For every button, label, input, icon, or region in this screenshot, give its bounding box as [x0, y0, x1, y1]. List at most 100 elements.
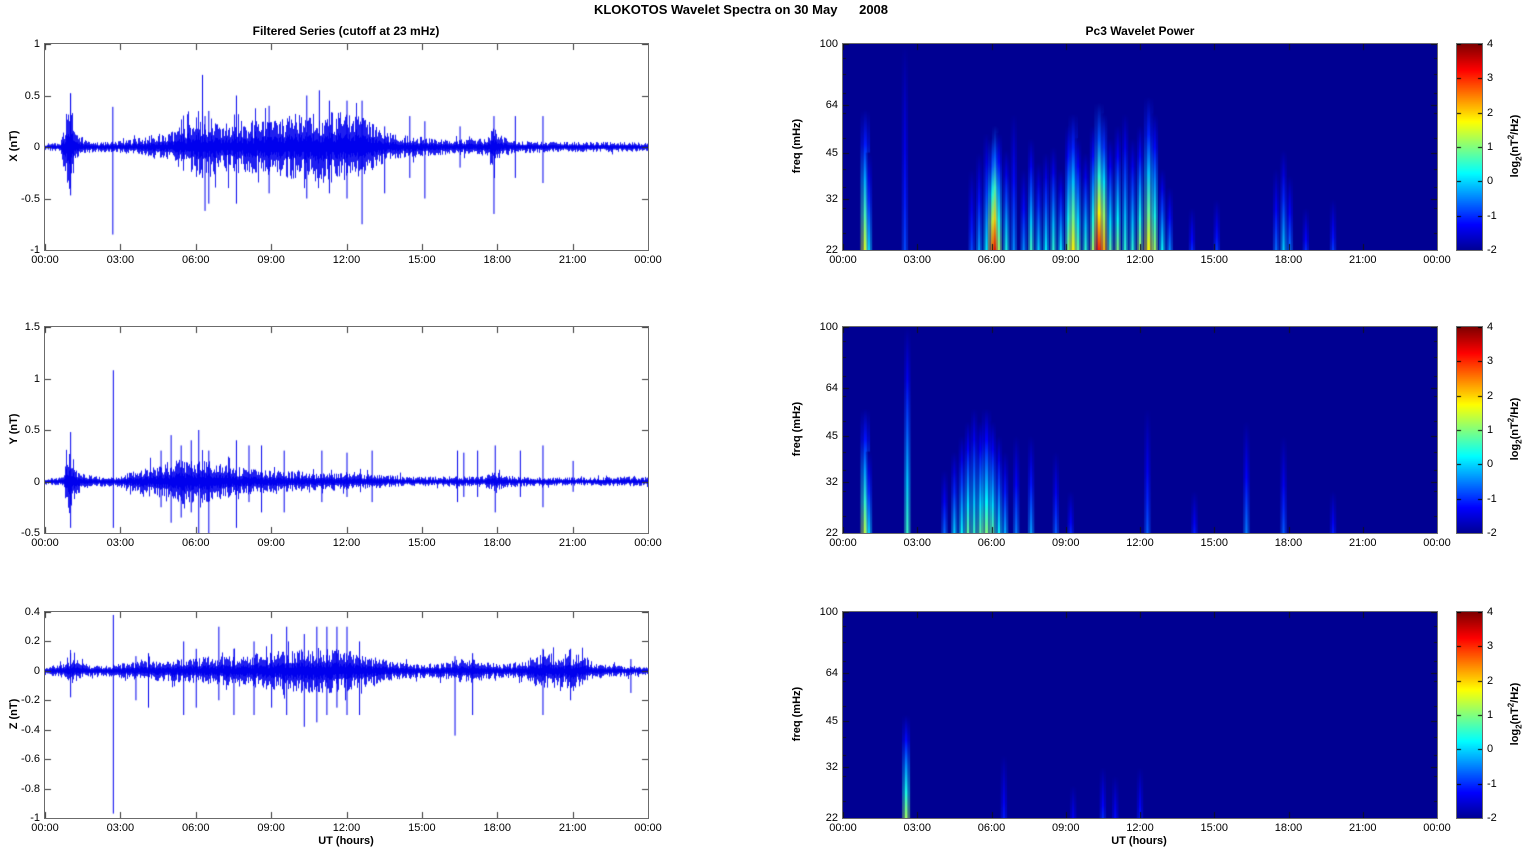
- colorbar-canvas-x: [1457, 44, 1482, 250]
- timeseries-canvas-x: [45, 44, 648, 250]
- x-tick-label: 09:00: [257, 822, 285, 834]
- colorbar-tick-label: -1: [1487, 209, 1497, 222]
- x-tick-label: 18:00: [483, 822, 512, 834]
- freq-tick-label: 64: [825, 381, 838, 394]
- colorbar-x: [1456, 43, 1483, 251]
- freq-tick-label: 100: [819, 38, 838, 50]
- spectrogram-panel-x: [842, 43, 1438, 251]
- timeseries-panel-z: [44, 611, 649, 819]
- timeseries-canvas-z: [45, 612, 648, 818]
- y-tick-label: -0.5: [21, 527, 40, 539]
- x-tick-label: 09:00: [1051, 254, 1080, 266]
- x-tick-label: 03:00: [903, 254, 932, 266]
- freq-tick-label: 100: [819, 321, 838, 333]
- colorbar-tick-label: 2: [1487, 106, 1494, 119]
- x-tick-label: 06:00: [977, 822, 1006, 834]
- x-tick-label: 06:00: [181, 822, 210, 834]
- freq-tick-label: 100: [819, 606, 838, 618]
- x-tick-label: 09:00: [257, 537, 285, 549]
- colorbar-tick-label: 1: [1487, 424, 1494, 436]
- y-tick-label: -0.6: [21, 753, 40, 766]
- x-tick-label: 09:00: [257, 254, 285, 266]
- colorbar-canvas-z: [1457, 612, 1482, 818]
- x-tick-label: 00:00: [1423, 254, 1451, 266]
- freq-tick-label: 22: [825, 244, 838, 256]
- y-tick-label: -0.5: [21, 192, 40, 205]
- freq-tick-label: 32: [825, 761, 838, 774]
- x-tick-label: 21:00: [1348, 537, 1377, 549]
- colorbar-tick-label: 3: [1487, 640, 1494, 653]
- colorbar-tick-label: 4: [1487, 38, 1494, 50]
- y-tick-label: 0.5: [24, 89, 40, 102]
- spectrogram-canvas-z: [843, 612, 1437, 818]
- freq-axis-label-1: freq (mHz): [791, 118, 803, 174]
- colorbar-tick-label: 1: [1487, 141, 1494, 153]
- colorbar-z: [1456, 611, 1483, 819]
- x-tick-label: 00:00: [31, 254, 59, 266]
- y-tick-label: 0: [33, 664, 40, 677]
- x-tick-label: 06:00: [181, 254, 210, 266]
- y-tick-label: -1: [30, 812, 40, 824]
- colorbar-tick-label: 3: [1487, 355, 1494, 368]
- x-tick-label: 03:00: [903, 537, 932, 549]
- colorbar-tick-label: 1: [1487, 709, 1494, 721]
- colorbar-label-3: log2(nT2/Hz): [1506, 682, 1524, 746]
- x-axis-label-left: UT (hours): [318, 835, 374, 847]
- colorbar-tick-label: 0: [1487, 175, 1494, 188]
- x-tick-label: 18:00: [483, 254, 512, 266]
- x-tick-label: 12:00: [332, 537, 361, 549]
- freq-axis-label-2: freq (mHz): [791, 401, 803, 457]
- x-tick-label: 12:00: [332, 254, 361, 266]
- y-tick-label: 0: [33, 141, 40, 153]
- freq-tick-label: 64: [825, 98, 838, 111]
- x-tick-label: 06:00: [977, 254, 1006, 266]
- y-tick-label: 0.5: [24, 424, 40, 436]
- x-tick-label: 18:00: [1274, 537, 1303, 549]
- x-tick-label: 15:00: [408, 822, 436, 834]
- x-tick-label: 00:00: [634, 254, 662, 266]
- y-tick-label: -0.2: [21, 694, 40, 707]
- x-tick-label: 03:00: [106, 254, 135, 266]
- x-tick-label: 18:00: [483, 537, 512, 549]
- colorbar-tick-label: 4: [1487, 606, 1494, 618]
- y-tick-label: 0: [33, 475, 40, 488]
- freq-tick-label: 45: [825, 429, 838, 442]
- spectrogram-panel-y: [842, 326, 1438, 534]
- freq-tick-label: 22: [825, 527, 838, 539]
- y-tick-label: -0.8: [21, 782, 40, 795]
- freq-tick-label: 22: [825, 812, 838, 824]
- x-tick-label: 03:00: [903, 822, 932, 834]
- colorbar-y: [1456, 326, 1483, 534]
- spectrogram-canvas-y: [843, 327, 1437, 533]
- x-tick-label: 00:00: [829, 537, 857, 549]
- x-tick-label: 12:00: [1126, 537, 1154, 549]
- y-tick-label: 1: [33, 38, 40, 50]
- x-tick-label: 06:00: [977, 537, 1006, 549]
- colorbar-label-2: log2(nT2/Hz): [1506, 397, 1524, 461]
- x-tick-label: 21:00: [558, 822, 587, 834]
- x-tick-label: 15:00: [408, 537, 436, 549]
- y-tick-label: 1: [33, 372, 40, 385]
- x-tick-label: 18:00: [1274, 822, 1303, 834]
- x-tick-label: 09:00: [1051, 822, 1080, 834]
- colorbar-tick-label: 2: [1487, 674, 1494, 687]
- colorbar-label-1: log2(nT2/Hz): [1506, 114, 1524, 178]
- x-tick-label: 12:00: [1126, 822, 1154, 834]
- timeseries-panel-x: [44, 43, 649, 251]
- colorbar-tick-label: 0: [1487, 743, 1494, 756]
- timeseries-canvas-y: [45, 327, 648, 533]
- x-tick-label: 00:00: [829, 254, 857, 266]
- y-tick-label: -1: [30, 244, 40, 256]
- y-tick-label: 0.2: [24, 635, 40, 648]
- colorbar-canvas-y: [1457, 327, 1482, 533]
- x-tick-label: 03:00: [106, 537, 135, 549]
- x-tick-label: 00:00: [31, 537, 59, 549]
- x-tick-label: 15:00: [1200, 822, 1229, 834]
- x-tick-label: 15:00: [408, 254, 436, 266]
- freq-tick-label: 32: [825, 193, 838, 206]
- spectrogram-canvas-x: [843, 44, 1437, 250]
- freq-tick-label: 45: [825, 146, 838, 159]
- colorbar-tick-label: -1: [1487, 777, 1497, 790]
- colorbar-tick-label: 3: [1487, 72, 1494, 85]
- x-tick-label: 00:00: [1423, 537, 1451, 549]
